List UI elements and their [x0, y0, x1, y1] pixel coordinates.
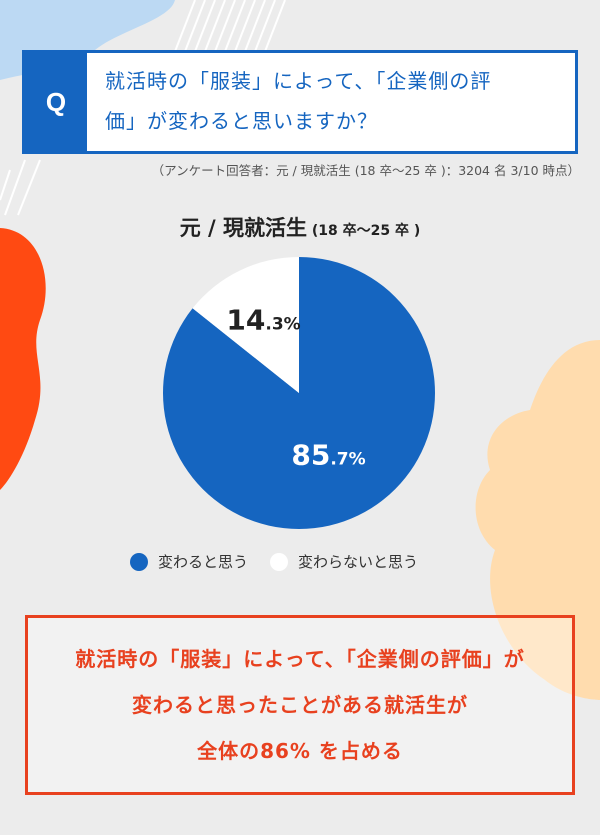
survey-note: （アンケート回答者：元 / 現就活生 (18 卒〜25 卒 )：3204 名 3…: [151, 163, 580, 178]
pie-slice-yes: [163, 257, 436, 530]
question-line-2: 価」が変わると思いますか？: [105, 109, 378, 133]
pie-slice-no: [192, 257, 299, 393]
peach-blob: [475, 340, 600, 700]
conclusion-line-3: 全体の86% を占める: [197, 739, 403, 763]
pie-chart: 85.7% 14.3%: [163, 257, 436, 530]
legend-item-no: 変わらないと思う: [270, 551, 418, 572]
legend-label-yes: 変わると思う: [158, 553, 249, 571]
chart-title: 元 / 現就活生 (18 卒〜25 卒 ): [0, 212, 600, 242]
pie-label-yes: 85.7%: [291, 438, 365, 471]
legend: 変わると思う 変わらないと思う: [130, 551, 440, 572]
conclusion-line-2: 変わると思ったことがある就活生が: [132, 693, 468, 717]
legend-swatch-no: [270, 552, 289, 571]
conclusion-line-1: 就活時の「服装」によって、「企業側の評価」が: [75, 647, 525, 671]
pie-label-no: 14.3%: [226, 303, 300, 336]
question-box: Q 就活時の「服装」によって、「企業側の評 価」が変わると思いますか？: [22, 50, 578, 154]
conclusion-box: 就活時の「服装」によって、「企業側の評価」が 変わると思ったことがある就活生が …: [25, 615, 575, 795]
question-text: 就活時の「服装」によって、「企業側の評 価」が変わると思いますか？: [87, 53, 575, 151]
legend-item-yes: 変わると思う: [130, 551, 248, 572]
legend-label-no: 変わらないと思う: [298, 553, 419, 571]
question-line-1: 就活時の「服装」によって、「企業側の評: [105, 69, 492, 93]
chart-title-sub: (18 卒〜25 卒 ): [307, 223, 421, 239]
chart-title-main: 元 / 現就活生: [179, 216, 308, 240]
orange-blob: [0, 228, 46, 490]
question-badge: Q: [25, 53, 87, 151]
legend-swatch-yes: [130, 552, 148, 571]
